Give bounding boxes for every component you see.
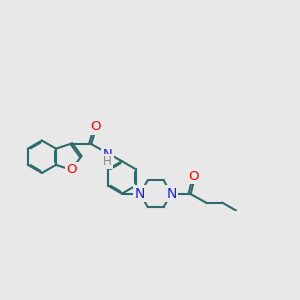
Text: N: N bbox=[166, 187, 176, 201]
Text: N: N bbox=[102, 148, 112, 161]
Text: N: N bbox=[135, 187, 145, 201]
Text: O: O bbox=[90, 120, 101, 134]
Text: H: H bbox=[103, 155, 112, 168]
Text: O: O bbox=[188, 170, 199, 183]
Text: O: O bbox=[66, 164, 76, 176]
